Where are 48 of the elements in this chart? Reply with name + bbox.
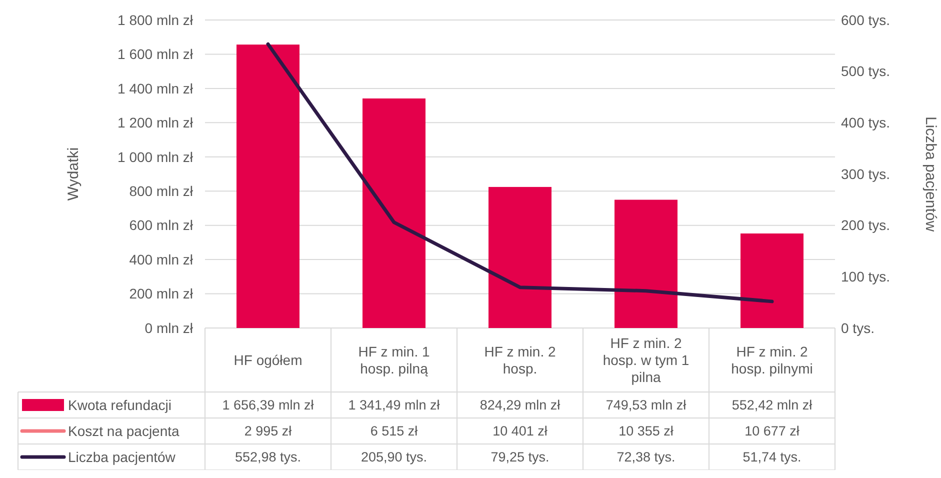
bar (236, 44, 300, 328)
y-tick-label: 400 mln zł (129, 251, 194, 268)
bar (740, 233, 804, 328)
text: 10 677 zł (744, 424, 800, 439)
data-label: 205,90 tys. (360, 450, 428, 465)
y2-axis-title: Liczba pacjentów (922, 116, 939, 232)
y2-tick-label: 0 tys. (841, 320, 874, 336)
y-tick-label: 1 600 mln zł (118, 46, 194, 62)
data-label: 79,25 tys. (490, 450, 550, 465)
bar (488, 186, 552, 328)
y-tick-label: 200 mln zł (129, 286, 194, 302)
text: 10 401 zł (492, 424, 548, 439)
y-tick-label: 1 400 mln zł (118, 80, 194, 96)
y2-tick-label: 200 tys. (841, 217, 890, 234)
y-tick-label: 1 000 mln zł (118, 148, 194, 165)
legend-label: Liczba pacjentów (68, 448, 176, 465)
x-tick-label: HF ogółem (234, 352, 302, 368)
data-label: 552,42 mln zł (732, 398, 812, 413)
y-tick-label: 0 mln zł (144, 320, 194, 336)
x-tick-label: HF z min. 2 hosp. pilnymi (731, 343, 813, 376)
data-label: 1 656,39 mln zł (222, 398, 314, 413)
line-series (266, 42, 774, 304)
legend-label: Kwota refundacji (68, 396, 172, 413)
y-tick-label: 1 200 mln zł (118, 114, 194, 131)
y2-tick-label: 100 tys. (841, 268, 890, 285)
x-tick-label: HF z min. 2 hosp. w tym 1 pilna (602, 334, 690, 385)
data-label: 1 341,49 mln zł (348, 398, 440, 413)
data-label: 749,53 mln zł (606, 398, 686, 413)
y2-tick-label: 400 tys. (841, 114, 890, 131)
legend-label: Koszt na pacjenta (68, 422, 180, 439)
data-label: 51,74 tys. (742, 450, 802, 465)
bar (362, 98, 426, 328)
x-tick-label: HF z min. 1 hosp. pilną (358, 343, 430, 376)
data-label: 552,98 tys. (234, 450, 302, 465)
x-tick-label: HF z min. 2 hosp. (484, 343, 556, 376)
y2-tick-label: 600 tys. (841, 12, 890, 28)
y-tick-label: 800 mln zł (129, 183, 194, 200)
bar (614, 200, 678, 328)
y-tick-label: 600 mln zł (129, 217, 194, 234)
y-tick-label: 1 800 mln zł (118, 12, 194, 28)
y2-tick-label: 300 tys. (841, 166, 890, 182)
text: 6 515 zł (370, 424, 418, 439)
data-label: 72,38 tys. (616, 450, 676, 465)
text: 2 995 zł (244, 424, 292, 439)
text: 10 355 zł (618, 424, 674, 439)
y-axis-title: Wydatki (65, 147, 82, 201)
data-label: 824,29 mln zł (480, 398, 560, 413)
y2-tick-label: 500 tys. (841, 63, 890, 80)
